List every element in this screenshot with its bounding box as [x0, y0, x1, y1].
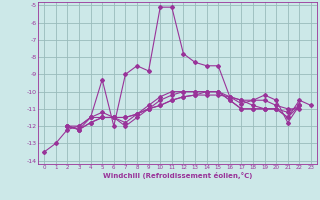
X-axis label: Windchill (Refroidissement éolien,°C): Windchill (Refroidissement éolien,°C)	[103, 172, 252, 179]
